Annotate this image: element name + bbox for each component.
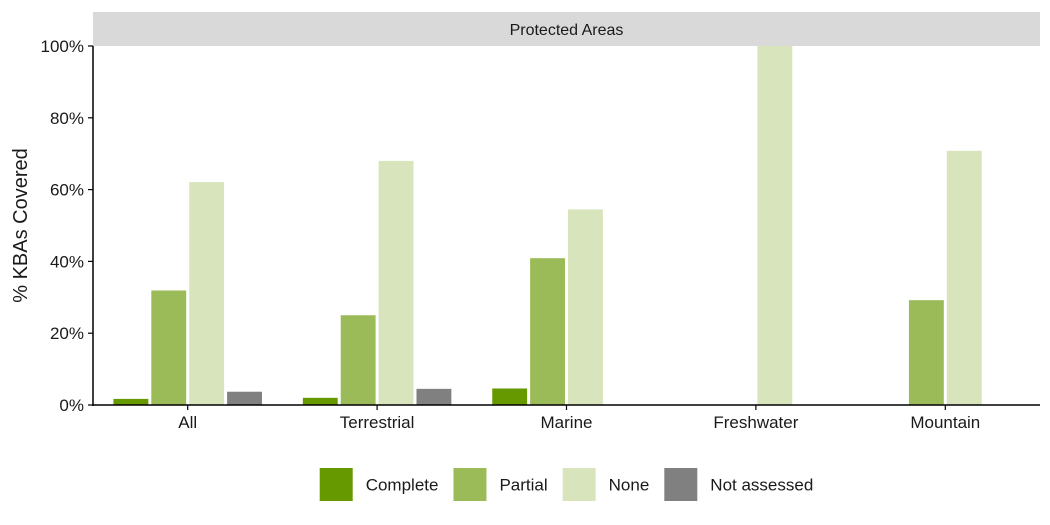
bar-all-partial — [151, 290, 187, 405]
bar-mountain-none — [946, 150, 982, 405]
legend-label-none: None — [609, 476, 650, 495]
bar-marine-none — [568, 209, 603, 405]
bar-terrestrial-none — [378, 160, 414, 405]
y-axis-title: % KBAs Covered — [10, 148, 32, 303]
bar-all-not-assessed — [227, 391, 262, 405]
y-tick-label: 40% — [50, 252, 84, 271]
legend-key-partial — [453, 468, 487, 501]
y-tick-label: 100% — [41, 37, 84, 56]
legend-key-not-assessed — [664, 468, 698, 501]
bar-marine-partial — [530, 258, 565, 405]
legend-label-complete: Complete — [366, 476, 439, 495]
bar-marine-complete — [492, 388, 528, 405]
y-tick-label: 0% — [59, 396, 84, 415]
y-tick-label: 60% — [50, 181, 84, 200]
bar-terrestrial-partial — [340, 315, 376, 405]
x-tick-label: Freshwater — [713, 413, 798, 432]
panel-strip: Protected Areas — [93, 12, 1040, 46]
legend-label-partial: Partial — [499, 476, 547, 495]
x-tick-label: Terrestrial — [340, 413, 415, 432]
x-tick-label: Mountain — [910, 413, 980, 432]
legend-key-none — [562, 468, 596, 501]
bar-mountain-partial — [908, 300, 944, 405]
legend-label-not-assessed: Not assessed — [710, 476, 813, 495]
bars-layer — [113, 46, 982, 405]
panel-title: Protected Areas — [510, 22, 624, 39]
legend: Complete Partial None Not assessed — [319, 468, 813, 501]
bar-all-complete — [113, 398, 149, 405]
x-tick-label: Marine — [541, 413, 593, 432]
bar-all-none — [189, 182, 225, 405]
y-tick-label: 20% — [50, 324, 84, 343]
axes-layer: 0% 20% 40% 60% 80% 100% All Terrestrial Marine Fr… — [41, 37, 1040, 432]
bar-terrestrial-complete — [302, 397, 338, 405]
y-tick-label: 80% — [50, 109, 84, 128]
bar-freshwater-none — [757, 46, 793, 405]
legend-key-complete — [319, 468, 353, 501]
bar-terrestrial-not-assessed — [416, 388, 452, 405]
x-tick-label: All — [178, 413, 197, 432]
panel-strip-background — [93, 12, 1040, 46]
